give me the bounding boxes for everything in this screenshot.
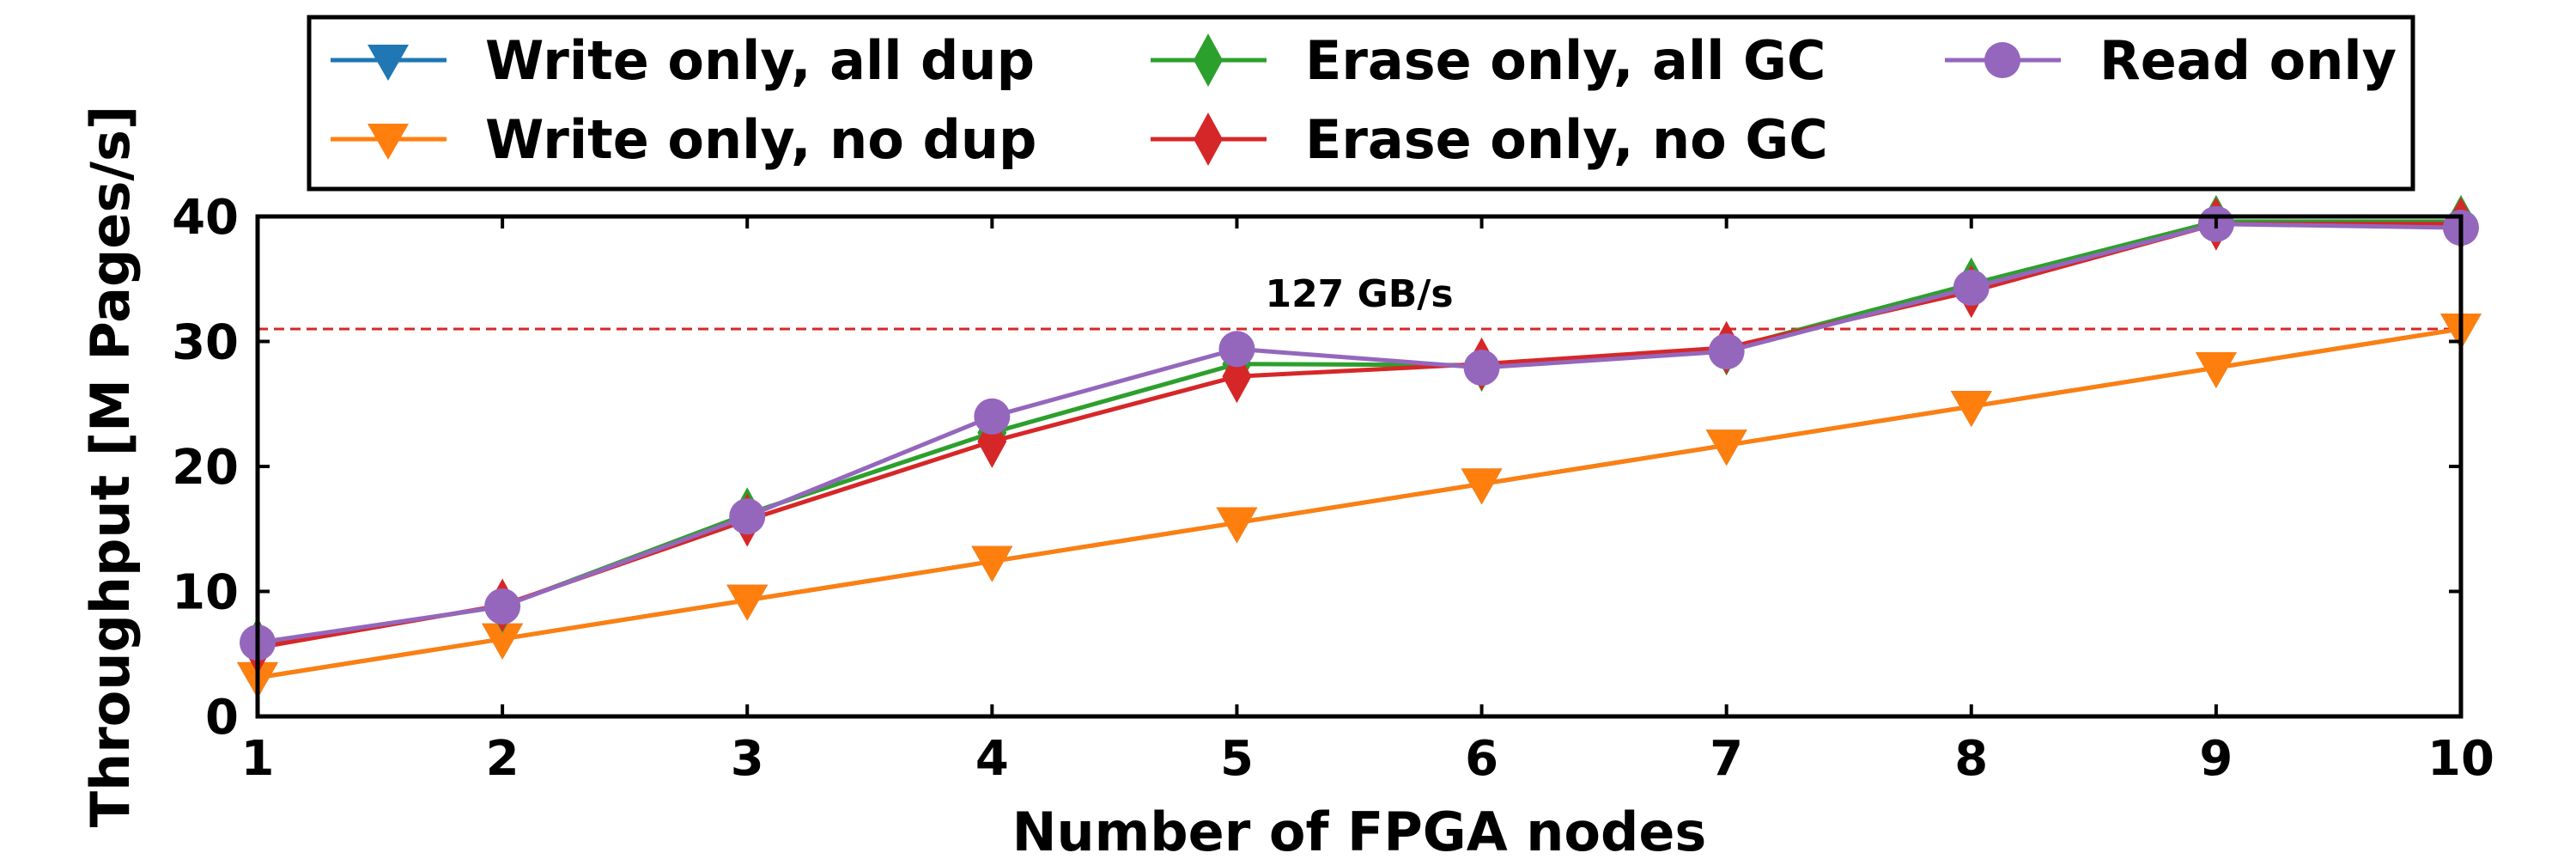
x-tick-label: 10 xyxy=(2427,731,2494,787)
y-tick-label: 10 xyxy=(172,565,239,621)
y-tick-label: 40 xyxy=(172,190,239,246)
legend-entry-4: Erase only, no GC xyxy=(1151,108,1828,171)
y-tick-label: 30 xyxy=(172,315,239,371)
data-point xyxy=(1216,507,1258,544)
x-tick-label: 7 xyxy=(1710,731,1743,787)
data-point xyxy=(1463,350,1500,387)
legend-entry-2: Write only, no dup xyxy=(331,108,1036,171)
y-axis-title: Throughput [M Pages/s] xyxy=(79,106,142,827)
legend-label: Erase only, no GC xyxy=(1305,108,1828,171)
series-line xyxy=(257,222,2462,645)
data-point xyxy=(971,545,1013,582)
x-tick-label: 1 xyxy=(241,731,275,787)
series-2 xyxy=(237,313,2482,698)
x-tick-label: 5 xyxy=(1220,731,1254,787)
data-point xyxy=(977,414,1007,468)
data-point xyxy=(1705,430,1747,466)
data-point xyxy=(1461,468,1503,505)
legend-label: Write only, all dup xyxy=(485,29,1035,92)
x-tick-label: 3 xyxy=(731,731,764,787)
x-tick-label: 8 xyxy=(1954,731,1988,787)
legend-frame xyxy=(307,15,2415,192)
data-point xyxy=(1953,269,1990,306)
data-point xyxy=(1708,333,1745,370)
tick-layer: 1 2 3 4 5 6 7 8 9 10 0 10 20 30 40 xyxy=(172,190,2494,787)
legend-entry-5: Read only xyxy=(1945,29,2397,92)
data-point xyxy=(974,398,1011,435)
legend-entry-3: Erase only, all GC xyxy=(1151,29,1826,92)
legend-label: Read only xyxy=(2099,29,2397,92)
legend-swatch-marker xyxy=(368,124,409,160)
y-tick-label: 0 xyxy=(205,690,239,746)
x-axis-title: Number of FPGA nodes xyxy=(1012,801,1707,859)
legend-swatch-marker xyxy=(1194,113,1223,166)
legend-swatch-marker xyxy=(1984,42,2020,78)
legend: Write only, all dup Write only, no dup Era… xyxy=(307,15,2415,192)
legend-swatch-marker xyxy=(368,45,409,81)
legend-label: Write only, no dup xyxy=(485,108,1036,171)
x-tick-label: 4 xyxy=(975,731,1009,787)
data-point xyxy=(729,498,766,535)
series-layer xyxy=(237,194,2482,698)
legend-label: Erase only, all GC xyxy=(1305,29,1826,92)
x-tick-label: 2 xyxy=(486,731,519,787)
legend-swatch-marker xyxy=(1194,34,1223,87)
data-point xyxy=(726,584,769,621)
reference-layer: 127 GB/s xyxy=(258,272,2461,331)
series-line xyxy=(257,326,2462,680)
data-point xyxy=(2195,352,2237,389)
x-tick-label: 9 xyxy=(2199,731,2233,787)
y-tick-label: 20 xyxy=(172,440,239,496)
data-point xyxy=(1950,391,1992,428)
data-point xyxy=(484,588,521,624)
legend-entry-1: Write only, all dup xyxy=(331,29,1035,92)
reference-label: 127 GB/s xyxy=(1265,272,1453,316)
data-point xyxy=(482,623,524,660)
data-point xyxy=(1218,331,1255,368)
x-tick-label: 6 xyxy=(1465,731,1498,787)
